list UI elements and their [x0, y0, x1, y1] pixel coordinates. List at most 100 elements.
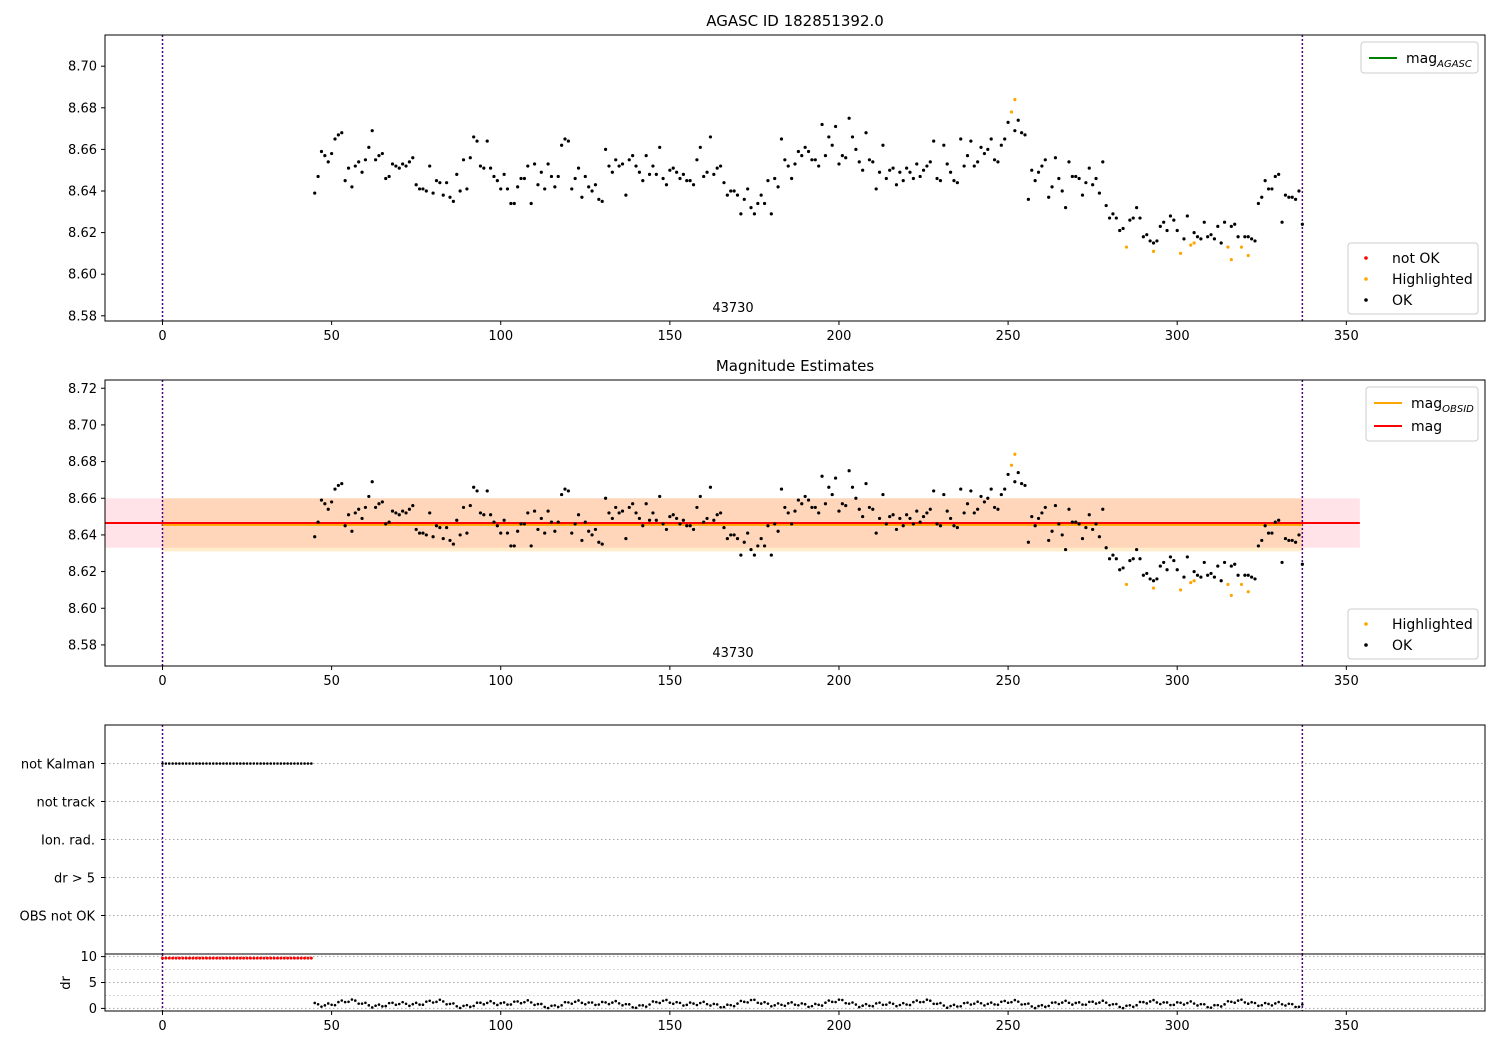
- ok-point: [671, 513, 675, 517]
- ok-point: [739, 212, 743, 216]
- ok-point: [1216, 224, 1220, 228]
- dr-point: [1280, 1002, 1284, 1006]
- ok-point: [340, 131, 344, 135]
- y-tick-label: 8.72: [68, 382, 97, 397]
- ok-point: [766, 524, 770, 528]
- dr-point: [1206, 1005, 1209, 1009]
- ok-point: [417, 531, 422, 535]
- ok-point: [813, 158, 817, 162]
- dr-point: [367, 1004, 371, 1007]
- dr-point: [536, 1002, 540, 1006]
- dr-point: [350, 998, 354, 1001]
- dr-point: [1273, 1002, 1277, 1005]
- agasc-panel: AGASC ID 182851392.0 0 50 100 150 200 250 300 3…: [68, 12, 1486, 344]
- ok-point: [438, 525, 442, 530]
- dr-point: [641, 1004, 645, 1007]
- highlighted-point: [1124, 245, 1129, 249]
- ok-point: [617, 511, 621, 515]
- x-tick-label: 200: [827, 1019, 852, 1034]
- ok-point: [505, 187, 510, 191]
- ok-point: [844, 156, 848, 160]
- ok-point: [549, 520, 554, 524]
- ok-point: [404, 164, 408, 168]
- ok-point: [526, 164, 530, 168]
- flag-point: [211, 762, 215, 765]
- ok-point: [421, 187, 425, 191]
- ok-point: [742, 197, 746, 201]
- dr-point: [905, 1003, 908, 1006]
- flag-point: [174, 762, 178, 765]
- flag-point: [303, 762, 306, 765]
- ok-point: [942, 143, 946, 147]
- ok-point: [1192, 231, 1196, 235]
- legend-line-label: mag: [1411, 419, 1442, 435]
- ok-point: [576, 166, 581, 170]
- dr-point: [384, 1004, 388, 1008]
- ok-point: [1229, 564, 1233, 568]
- ok-point: [414, 183, 418, 187]
- dr-capped-point: [276, 956, 279, 960]
- dr-point: [1047, 1004, 1050, 1008]
- dr-capped-point: [238, 956, 242, 960]
- flag-point: [178, 762, 181, 765]
- ok-point: [1101, 507, 1105, 511]
- dr-point: [506, 1003, 509, 1006]
- ok-point: [932, 489, 936, 493]
- ok-point: [999, 492, 1003, 497]
- dr-point: [756, 1001, 760, 1005]
- dr-point: [1277, 1000, 1280, 1004]
- magnitude-point-legend: Highlighted OK: [1347, 608, 1479, 660]
- dr-point: [357, 1002, 360, 1005]
- ok-point: [708, 135, 713, 139]
- legend-point-swatch: [1364, 256, 1368, 260]
- dr-point: [611, 1001, 614, 1004]
- ok-point: [664, 183, 669, 187]
- dr-point: [1067, 1001, 1071, 1005]
- ok-point: [384, 176, 388, 181]
- x-tick-label: 150: [657, 1019, 682, 1034]
- ok-point: [1155, 239, 1159, 243]
- category-label: Ion. rad.: [41, 834, 95, 849]
- dr-point: [732, 1004, 736, 1008]
- ok-point: [1097, 535, 1102, 539]
- ok-point: [1053, 156, 1058, 160]
- dr-point: [864, 1002, 868, 1006]
- ok-point: [543, 187, 547, 191]
- dr-point: [1060, 1001, 1064, 1004]
- dr-capped-point: [232, 956, 236, 960]
- highlighted-point: [1239, 245, 1244, 249]
- dr-point: [1297, 1005, 1301, 1009]
- dr-point: [448, 1002, 452, 1006]
- dr-point: [993, 1003, 996, 1006]
- dr-point: [648, 1003, 651, 1006]
- ok-point: [1250, 237, 1254, 241]
- ok-point: [495, 179, 499, 183]
- ok-point: [1260, 195, 1264, 199]
- dr-point: [671, 1002, 675, 1006]
- ok-point: [580, 195, 584, 199]
- dr-point: [1057, 1002, 1061, 1006]
- dr-point: [1175, 1001, 1179, 1004]
- ok-point: [1195, 235, 1200, 239]
- ok-point: [610, 170, 614, 174]
- dr-point: [421, 1003, 425, 1007]
- dr-point: [1081, 1003, 1084, 1006]
- ok-point: [861, 514, 865, 519]
- dr-point: [1192, 1002, 1196, 1005]
- dr-point: [949, 1004, 952, 1008]
- ok-point: [1118, 228, 1122, 233]
- ok-point: [1162, 560, 1166, 565]
- x-tick-label: 100: [488, 1019, 513, 1034]
- ok-point: [590, 189, 594, 193]
- ok-point: [986, 496, 990, 500]
- flag-point: [218, 762, 222, 765]
- dr-point: [617, 1002, 621, 1005]
- dr-capped-point: [167, 956, 171, 960]
- y-tick-label: 8.62: [68, 226, 97, 241]
- magnitude-obsid-annotation: 43730: [712, 646, 753, 661]
- dr-point: [1094, 1002, 1098, 1005]
- ok-point: [1020, 131, 1024, 135]
- ok-point: [1256, 201, 1260, 206]
- ok-point: [539, 516, 543, 521]
